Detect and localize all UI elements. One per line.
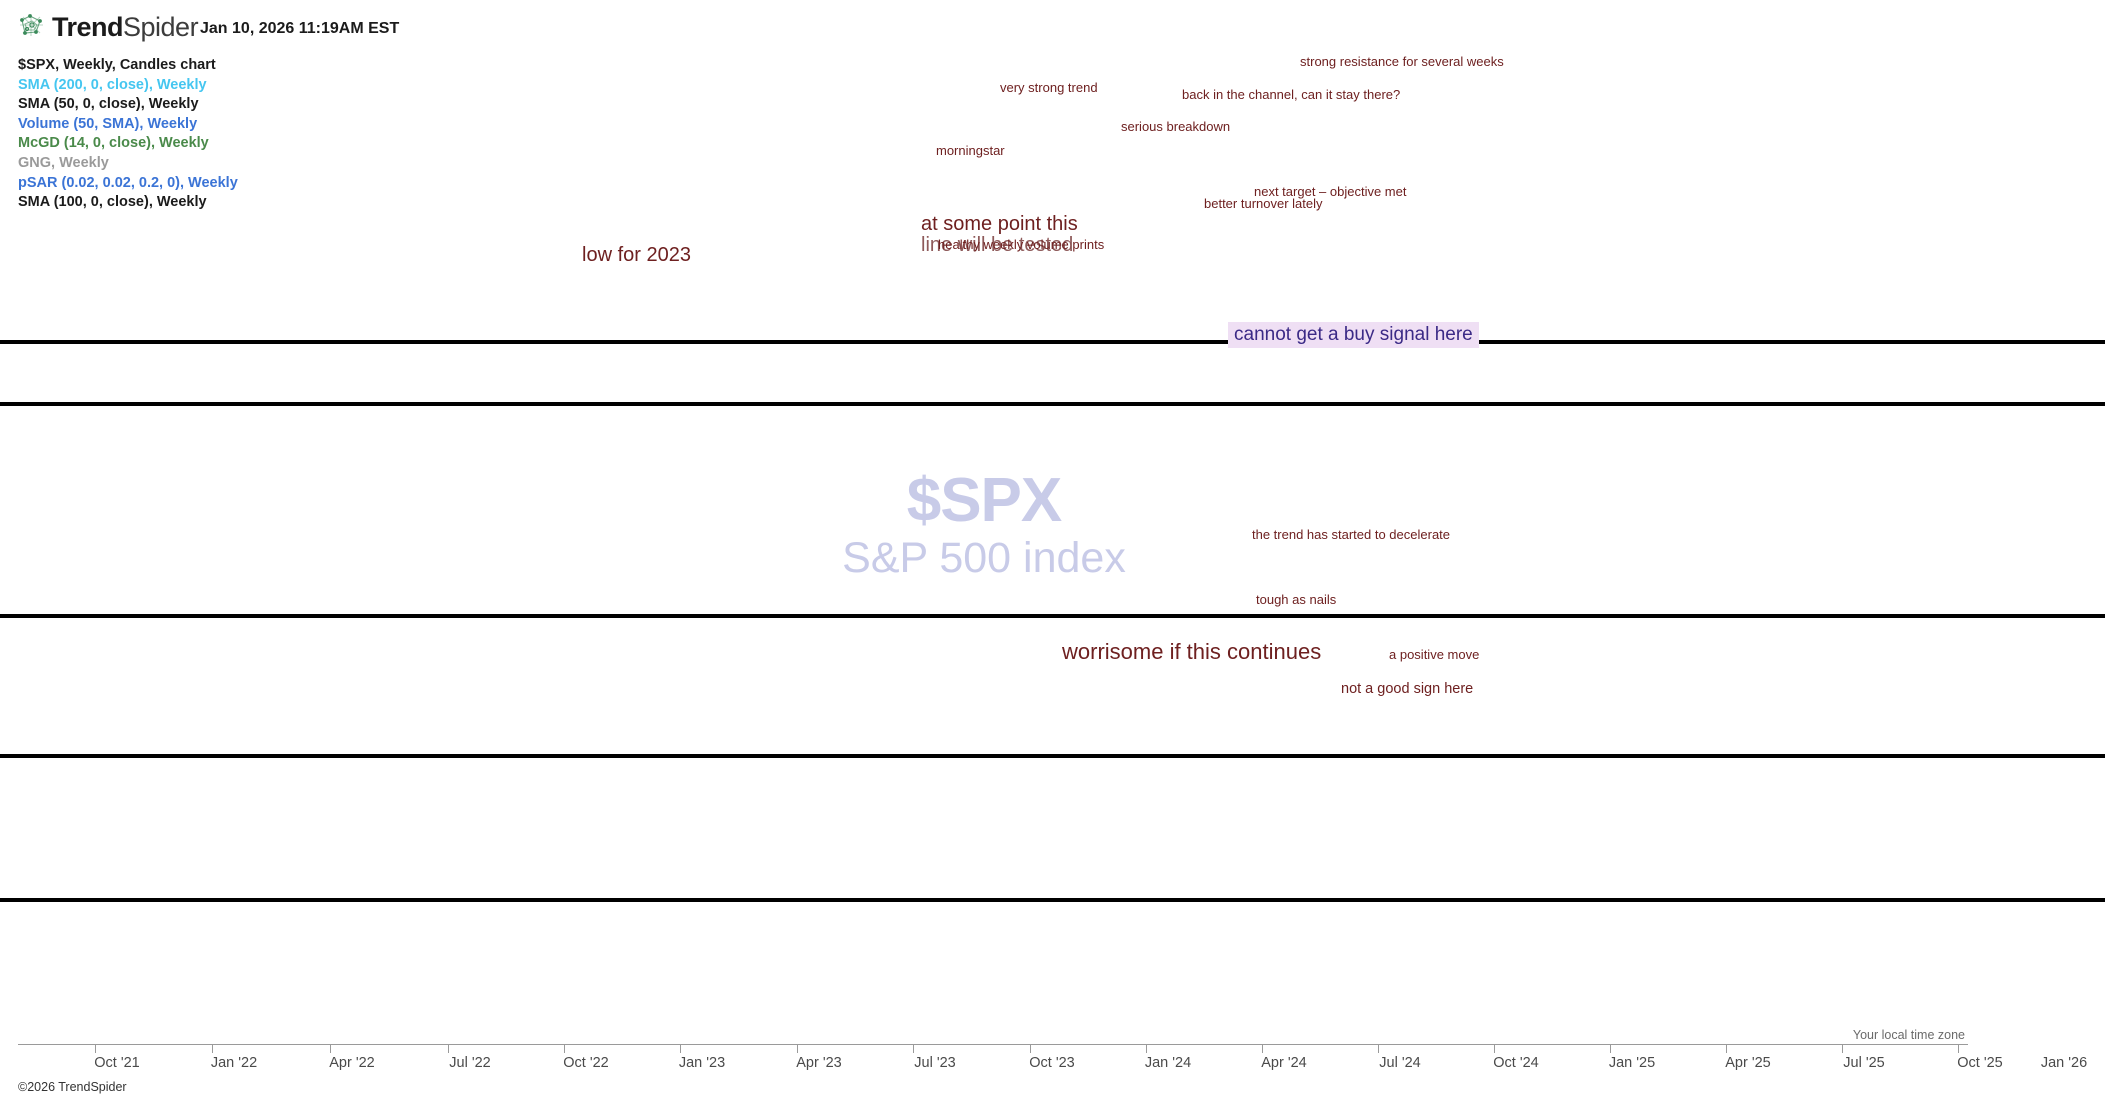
time-label: Jul '25 — [1843, 1055, 1885, 1071]
legend-item-volume[interactable]: Volume (50, SMA), Weekly — [18, 115, 198, 132]
panel-separator-stoch — [0, 754, 2105, 758]
time-tick — [1494, 1044, 1495, 1053]
annotation-low-for-2023: low for 2023 — [582, 244, 691, 266]
copyright-text: ©2026 TrendSpider — [18, 1080, 127, 1094]
time-tick — [1842, 1044, 1843, 1053]
timezone-note: Your local time zone — [1852, 1028, 1965, 1042]
annotation-tough-as-nails: tough as nails — [1256, 592, 1337, 607]
time-axis[interactable]: Your local time zone Oct '21 Jan '22 Apr '… — [0, 1028, 2105, 1084]
legend-item-sma50[interactable]: SMA (50, 0, close), Weekly — [18, 96, 199, 113]
watermark-name: S&P 500 index — [842, 534, 1126, 582]
time-tick — [448, 1044, 449, 1053]
panel-separator-adx — [0, 614, 2105, 618]
brand-title: TrendSpider — [52, 12, 199, 43]
time-label: Apr '22 — [329, 1055, 375, 1071]
annotation-healthy-volume: healthy weekly volume prints — [938, 237, 1105, 252]
time-label: Apr '25 — [1725, 1055, 1771, 1071]
time-tick — [564, 1044, 565, 1053]
panel-separator-volume — [0, 340, 2105, 344]
annotation-cannot-get-buy-signal: cannot get a buy signal here — [1228, 322, 1479, 348]
panel-separator-macd — [0, 402, 2105, 406]
time-tick — [1378, 1044, 1379, 1053]
annotation-strong-resistance: strong resistance for several weeks — [1300, 54, 1504, 69]
time-tick — [1262, 1044, 1263, 1053]
annotation-trend-decelerate: the trend has started to decelerate — [1252, 527, 1451, 542]
time-tick — [212, 1044, 213, 1053]
annotation-back-in-channel: back in the channel, can it stay there? — [1182, 87, 1401, 102]
annotation-a-positive-move: a positive move — [1389, 647, 1480, 662]
time-label: Jul '22 — [449, 1055, 491, 1071]
annotation-not-a-good-sign: not a good sign here — [1341, 681, 1474, 697]
time-tick — [1030, 1044, 1031, 1053]
time-label: Oct '23 — [1029, 1055, 1075, 1071]
annotation-at-some-point-line2: line will be tested — [921, 234, 1074, 256]
time-label: Jan '26 — [2040, 1055, 2088, 1071]
time-tick — [1610, 1044, 1611, 1053]
time-label: Jan '24 — [1144, 1055, 1192, 1071]
annotation-better-turnover: better turnover lately — [1204, 196, 1323, 211]
panel-separator-cmf — [0, 898, 2105, 902]
time-tick — [913, 1044, 914, 1053]
chart-legend: $SPX, Weekly, Candles chart SMA (200, 0,… — [18, 56, 238, 213]
annotation-very-strong-trend: very strong trend — [1000, 80, 1098, 95]
time-tick — [1146, 1044, 1147, 1053]
legend-chart-title: $SPX, Weekly, Candles chart — [18, 57, 216, 73]
legend-item-sma200[interactable]: SMA (200, 0, close), Weekly — [18, 76, 207, 93]
time-label: Jan '22 — [210, 1055, 258, 1071]
time-label: Oct '21 — [94, 1055, 140, 1071]
time-label: Jul '24 — [1379, 1055, 1421, 1071]
time-label: Apr '23 — [796, 1055, 842, 1071]
legend-item-psar[interactable]: pSAR (0.02, 0.02, 0.2, 0), Weekly — [18, 174, 238, 191]
annotation-worrisome: worrisome if this continues — [1062, 639, 1322, 664]
time-label: Apr '24 — [1261, 1055, 1307, 1071]
legend-item-mcgd[interactable]: McGD (14, 0, close), Weekly — [18, 135, 209, 152]
annotation-serious-breakdown: serious breakdown — [1121, 119, 1231, 134]
header-bar: TrendSpider Jan 10, 2026 11:19AM EST — [0, 0, 2105, 52]
time-label: Oct '22 — [563, 1055, 609, 1071]
time-tick — [1958, 1044, 1959, 1053]
time-tick — [1726, 1044, 1727, 1053]
time-label: Jan '25 — [1608, 1055, 1656, 1071]
brand-light: Spider — [123, 12, 199, 42]
time-tick — [330, 1044, 331, 1053]
time-tick — [680, 1044, 681, 1053]
spider-web-icon — [20, 14, 43, 36]
brand-bold: Trend — [52, 12, 124, 42]
time-label: Oct '25 — [1957, 1055, 2003, 1071]
time-tick — [95, 1044, 96, 1053]
watermark-symbol: $SPX — [906, 466, 1063, 535]
legend-item-gng[interactable]: GNG, Weekly — [18, 154, 109, 171]
time-tick — [797, 1044, 798, 1053]
time-label: Jul '23 — [914, 1055, 956, 1071]
legend-item-sma100[interactable]: SMA (100, 0, close), Weekly — [18, 194, 207, 211]
chart-watermark: $SPX S&P 500 index — [0, 470, 1968, 584]
axis-line — [18, 1044, 1968, 1045]
time-label: Jan '23 — [678, 1055, 726, 1071]
time-label: Oct '24 — [1493, 1055, 1539, 1071]
annotation-morningstar: morningstar — [936, 143, 1005, 158]
timestamp: Jan 10, 2026 11:19AM EST — [200, 20, 400, 37]
annotation-next-target: next target – objective met — [1254, 184, 1407, 199]
annotation-at-some-point-line1: at some point this — [921, 213, 1078, 235]
